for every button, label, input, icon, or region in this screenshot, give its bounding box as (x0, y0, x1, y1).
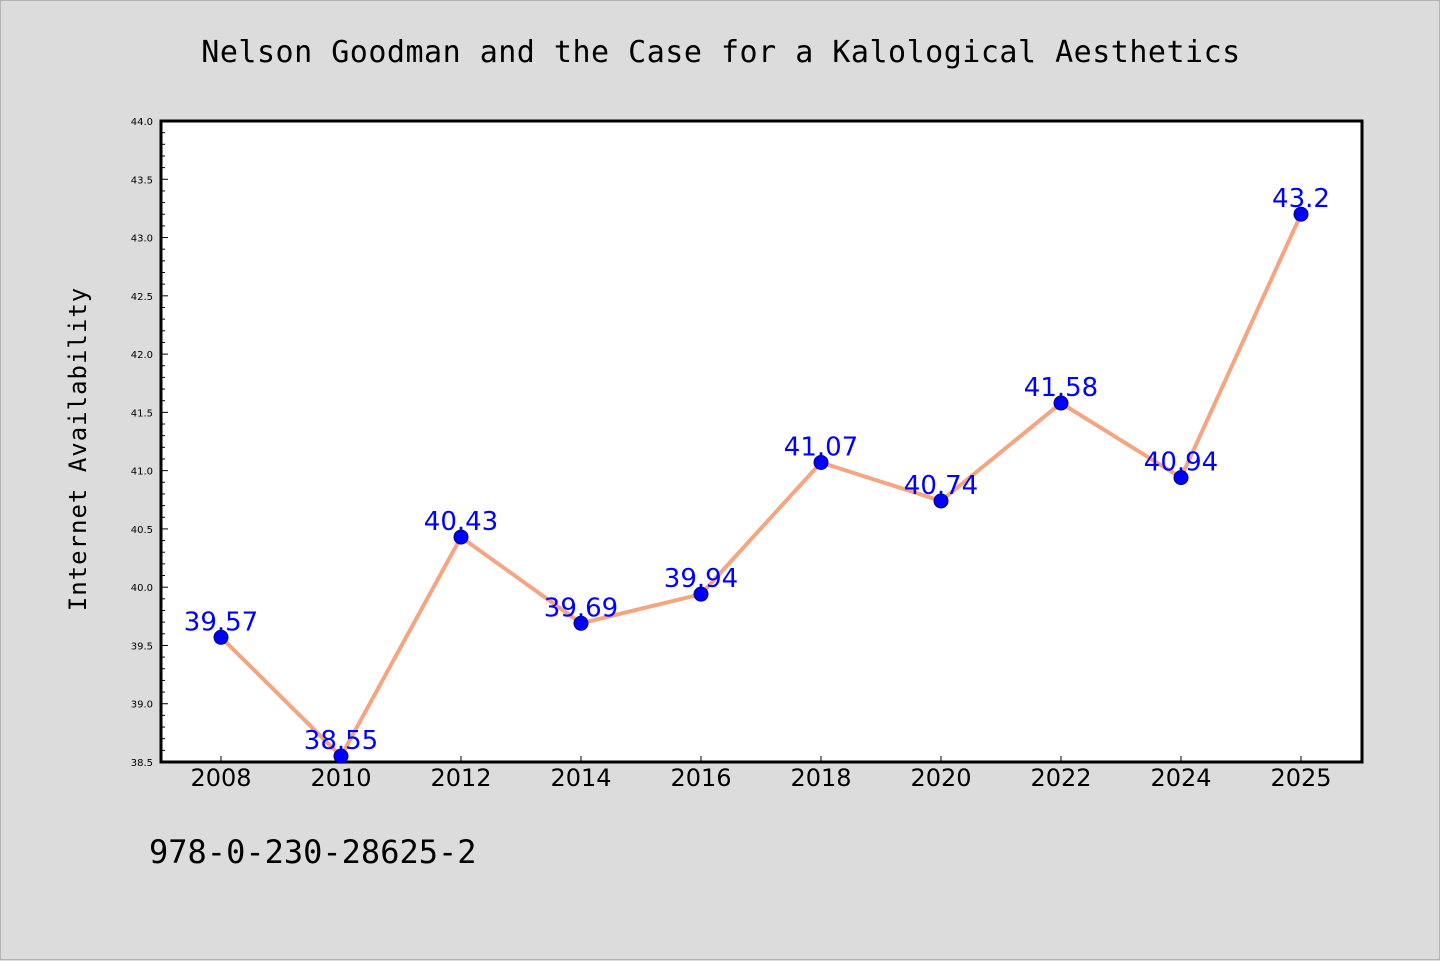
data-point (933, 493, 949, 509)
x-tick-label: 2024 (1150, 764, 1211, 792)
data-label: 39.94 (664, 564, 738, 594)
y-axis-label: Internet Availability (64, 287, 92, 611)
x-tick-label: 2020 (910, 764, 971, 792)
data-label: 40.43 (424, 507, 498, 537)
series-line (219, 212, 1303, 759)
y-tick-label: 44.0 (131, 117, 153, 128)
y-tick-label: 42.0 (131, 350, 153, 361)
y-tick-label: 38.5 (131, 758, 153, 769)
data-point (813, 454, 829, 470)
data-point (1173, 470, 1189, 486)
x-tick-label: 2012 (430, 764, 491, 792)
x-tick-label: 2010 (310, 764, 371, 792)
y-tick-label: 42.5 (131, 292, 153, 303)
data-label: 40.94 (1144, 448, 1218, 478)
x-tick-label: 2022 (1030, 764, 1091, 792)
y-tick-label: 40.0 (131, 583, 153, 594)
x-tick-label: 2018 (790, 764, 851, 792)
data-point (453, 529, 469, 545)
data-point (213, 629, 229, 645)
data-label: 43.2 (1272, 184, 1330, 214)
data-point (1053, 395, 1069, 411)
y-tick-label: 41.5 (131, 408, 153, 419)
data-point (693, 586, 709, 602)
data-label: 41.07 (784, 432, 858, 462)
x-tick-label: 2008 (190, 764, 251, 792)
data-point (333, 748, 349, 764)
x-tick-label: 2016 (670, 764, 731, 792)
footer-code: 978-0-230-28625-2 (149, 833, 477, 871)
data-point (1293, 206, 1309, 222)
x-tick-label: 2025 (1270, 764, 1331, 792)
data-label: 41.58 (1024, 373, 1098, 403)
x-axis: 2008 2010 2012 2014 2016 2018 2020 2022 2024 2025 (190, 756, 1332, 792)
y-tick-label: 39.0 (131, 700, 153, 711)
y-tick-label: 43.0 (131, 234, 153, 245)
data-label: 39.57 (184, 607, 258, 637)
y-tick-label: 41.0 (131, 467, 153, 478)
y-tick-label: 43.5 (131, 175, 153, 186)
y-axis: 38.5 39.0 39.5 40.0 40.5 41.0 41.5 42.0 42.5 43.0… (131, 117, 168, 769)
y-tick-label: 40.5 (131, 525, 153, 536)
x-tick-label: 2014 (550, 764, 611, 792)
series-layer: 39.57 38.55 40.43 39.69 39.94 41.07 40.74 41.58… (184, 184, 1330, 764)
data-point (573, 615, 589, 631)
data-label: 39.69 (544, 593, 618, 623)
y-tick-label: 39.5 (131, 641, 153, 652)
chart-title: Nelson Goodman and the Case for a Kalolo… (201, 35, 1241, 70)
plot-area (159, 119, 1364, 764)
data-label: 40.74 (904, 471, 978, 501)
data-label: 38.55 (304, 726, 378, 756)
